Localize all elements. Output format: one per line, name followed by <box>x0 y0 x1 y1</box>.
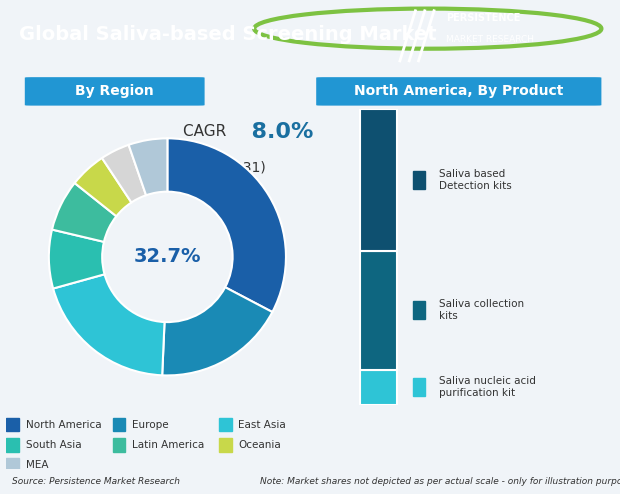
Text: Europe: Europe <box>132 420 169 430</box>
Text: North America: North America <box>25 420 101 430</box>
Wedge shape <box>162 287 272 375</box>
Text: Saliva nucleic acid
purification kit: Saliva nucleic acid purification kit <box>439 376 536 398</box>
Wedge shape <box>53 274 164 375</box>
Text: (2021 – 2031): (2021 – 2031) <box>169 161 265 174</box>
Text: 8.0%: 8.0% <box>236 122 313 141</box>
Text: Oceania: Oceania <box>238 440 281 450</box>
Bar <box>413 378 425 396</box>
Wedge shape <box>102 145 146 203</box>
Text: MARKET RESEARCH: MARKET RESEARCH <box>446 35 534 44</box>
Bar <box>6 439 19 452</box>
FancyBboxPatch shape <box>316 77 601 106</box>
Wedge shape <box>49 230 105 288</box>
Bar <box>360 370 397 405</box>
FancyBboxPatch shape <box>25 77 205 106</box>
Bar <box>219 439 232 452</box>
Text: North America, By Product: North America, By Product <box>354 83 564 98</box>
Wedge shape <box>52 183 117 242</box>
Wedge shape <box>128 138 167 195</box>
Wedge shape <box>74 158 131 216</box>
Bar <box>413 301 425 319</box>
Bar <box>6 418 19 431</box>
Text: 32.7%: 32.7% <box>134 247 201 266</box>
Text: East Asia: East Asia <box>238 420 286 430</box>
Text: South Asia: South Asia <box>25 440 81 450</box>
Text: Source: Persistence Market Research: Source: Persistence Market Research <box>12 477 180 486</box>
Bar <box>219 418 232 431</box>
Wedge shape <box>167 138 286 312</box>
Text: Saliva collection
kits: Saliva collection kits <box>439 299 524 321</box>
Bar <box>113 439 125 452</box>
Bar <box>6 458 19 471</box>
Bar <box>360 251 397 370</box>
Bar <box>413 171 425 189</box>
Text: Note: Market shares not depicted as per actual scale - only for illustration pur: Note: Market shares not depicted as per … <box>260 477 620 486</box>
Text: Global Saliva-based Screening Market: Global Saliva-based Screening Market <box>19 25 436 44</box>
Text: MEA: MEA <box>25 459 48 470</box>
Text: By Region: By Region <box>75 83 154 98</box>
Bar <box>113 418 125 431</box>
Text: PERSISTENCE: PERSISTENCE <box>446 13 521 23</box>
Text: CAGR: CAGR <box>183 124 236 139</box>
Text: Latin America: Latin America <box>132 440 204 450</box>
Text: Saliva based
Detection kits: Saliva based Detection kits <box>439 169 512 191</box>
Bar <box>360 109 397 251</box>
